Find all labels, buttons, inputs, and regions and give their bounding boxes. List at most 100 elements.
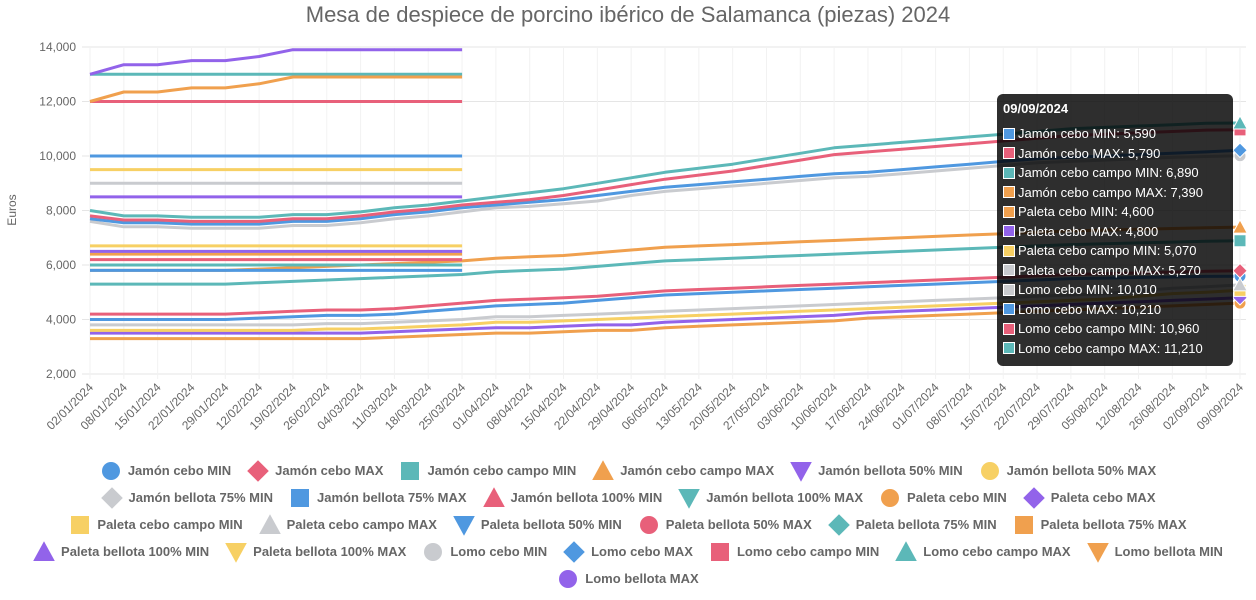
legend-label: Paleta cebo campo MAX (286, 517, 437, 532)
tooltip-item: Paleta cebo MIN: 4,600 (1003, 202, 1227, 222)
legend-item: Jamón cebo campo MIN (399, 461, 576, 480)
marker (1231, 114, 1249, 130)
legend-label: Jamón bellota 50% MAX (1006, 463, 1157, 478)
tooltip-item: Lomo cebo MAX: 10,210 (1003, 300, 1227, 320)
tooltip-swatch (1003, 322, 1015, 335)
marker (453, 515, 475, 536)
tooltip-swatch (1003, 303, 1015, 316)
tooltip-label: Paleta cebo campo MIN: 5,070 (1018, 243, 1197, 259)
legend-icon (678, 488, 701, 509)
legend-label: Jamón bellota 100% MAX (706, 490, 864, 505)
marker (827, 513, 850, 536)
series-line (89, 75, 463, 103)
tooltip-item: Jamón cebo MAX: 5,790 (1003, 144, 1227, 164)
y-tick-label: 8,000 (46, 204, 76, 218)
marker (258, 513, 281, 534)
legend-icon (827, 513, 850, 536)
tooltip-label: Lomo cebo campo MIN: 10,960 (1018, 321, 1200, 337)
legend-label: Lomo cebo MAX (591, 544, 693, 559)
marker (401, 461, 420, 480)
tooltip-swatch (1003, 225, 1015, 238)
marker (1022, 486, 1045, 509)
legend-item: Jamón bellota 75% MIN (100, 486, 273, 509)
legend-icon (453, 515, 475, 536)
legend-icon (592, 459, 615, 480)
legend-label: Paleta bellota 50% MAX (665, 517, 812, 532)
marker (639, 515, 658, 534)
tooltip-swatch (1003, 166, 1015, 179)
legend-icon (247, 459, 269, 482)
legend: Jamón cebo MIN Jamón cebo MAX Jamón cebo c… (20, 459, 1236, 588)
tooltip-label: Paleta cebo MAX: 4,800 (1018, 223, 1159, 239)
tooltip-label: Jamón cebo campo MIN: 6,890 (1018, 165, 1199, 181)
legend-label: Lomo bellota MAX (585, 571, 699, 586)
legend-item: Paleta cebo campo MIN (69, 515, 243, 534)
legend-item: Paleta bellota 50% MIN (453, 515, 622, 536)
legend-label: Paleta bellota 100% MAX (253, 544, 407, 559)
tooltip-item: Lomo cebo campo MAX: 11,210 (1003, 339, 1227, 359)
marker (1231, 218, 1249, 234)
series-line (89, 48, 463, 76)
legend-label: Paleta bellota 75% MIN (855, 517, 997, 532)
y-tick-label: 12,000 (39, 95, 76, 109)
tooltip-swatch (1003, 205, 1015, 218)
legend-label: Jamón cebo MAX (275, 463, 384, 478)
legend-label: Lomo cebo campo MIN (736, 544, 880, 559)
legend-icon (482, 486, 505, 507)
tooltip-label: Paleta cebo MIN: 4,600 (1018, 204, 1154, 220)
tooltip-item: Jamón cebo campo MAX: 7,390 (1003, 183, 1227, 203)
marker (592, 459, 615, 480)
tooltip-swatch (1003, 264, 1015, 277)
legend-label: Lomo cebo MIN (450, 544, 548, 559)
tooltip-swatch (1003, 283, 1015, 296)
legend-label: Paleta bellota 75% MAX (1040, 517, 1187, 532)
y-tick-label: 14,000 (39, 40, 76, 54)
legend-label: Paleta cebo campo MIN (97, 517, 243, 532)
legend-item: Paleta bellota 75% MIN (827, 513, 997, 536)
legend-item: Lomo cebo MAX (563, 540, 693, 563)
marker (678, 488, 701, 509)
legend-icon (290, 488, 309, 507)
legend-icon (1022, 486, 1045, 509)
legend-icon (881, 488, 900, 507)
legend-icon (100, 486, 123, 509)
y-axis-label: Euros (5, 194, 19, 225)
tooltip-label: Paleta cebo campo MAX: 5,270 (1018, 262, 1201, 278)
legend-icon (710, 542, 729, 561)
marker (980, 461, 999, 480)
legend-item: Jamón bellota 100% MAX (678, 488, 864, 509)
marker (895, 540, 918, 561)
y-tick-label: 6,000 (46, 258, 76, 272)
tooltip-item: Lomo cebo MIN: 10,010 (1003, 280, 1227, 300)
legend-label: Jamón cebo MIN (127, 463, 232, 478)
tooltip-swatch (1003, 127, 1015, 140)
tooltip-title: 09/09/2024 (1003, 101, 1069, 116)
tooltip-item: Jamón cebo campo MIN: 6,890 (1003, 163, 1227, 183)
y-tick-label: 4,000 (46, 313, 76, 327)
tooltip-label: Jamón cebo MIN: 5,590 (1018, 126, 1157, 142)
legend-label: Paleta cebo MIN (907, 490, 1007, 505)
legend-item: Jamón cebo MAX (247, 459, 384, 482)
legend-icon (559, 569, 578, 588)
chart-title: Mesa de despiece de porcino ibérico de S… (306, 2, 951, 27)
legend-label: Paleta bellota 50% MIN (480, 517, 622, 532)
marker (247, 459, 269, 482)
tooltip-label: Jamón cebo MAX: 5,790 (1018, 145, 1161, 161)
legend-label: Lomo bellota MIN (1114, 544, 1223, 559)
legend-label: Lomo cebo campo MAX (923, 544, 1071, 559)
marker (710, 542, 729, 561)
legend-item: Jamón cebo MIN (100, 461, 231, 480)
legend-label: Jamón bellota 50% MIN (818, 463, 963, 478)
marker (71, 515, 90, 534)
tooltip-label: Jamón cebo campo MAX: 7,390 (1018, 184, 1203, 200)
marker (424, 542, 443, 561)
legend-icon (258, 513, 281, 534)
legend-item: Lomo bellota MAX (557, 569, 699, 588)
legend-icon (895, 540, 918, 561)
legend-item: Paleta bellota 50% MAX (638, 515, 812, 534)
marker (1232, 142, 1248, 159)
legend-item: Jamón bellota 75% MAX (289, 488, 467, 507)
marker (563, 540, 585, 563)
legend-label: Jamón bellota 75% MAX (316, 490, 467, 505)
